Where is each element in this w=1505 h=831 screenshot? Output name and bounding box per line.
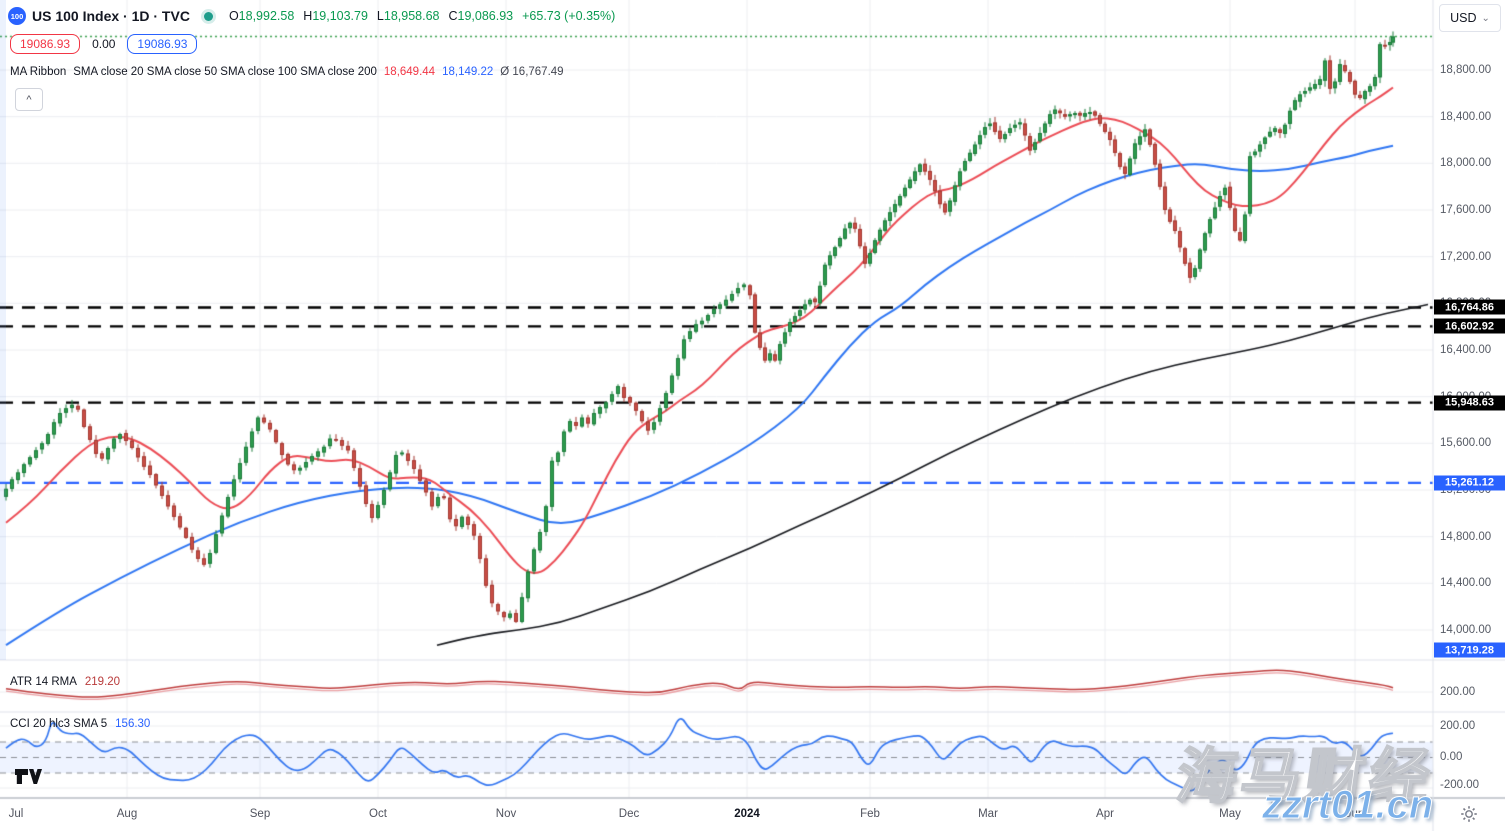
- cci-axis-tick: -200.00: [1440, 779, 1480, 791]
- chevron-up-icon: ^: [26, 93, 32, 106]
- time-axis-label: Sep: [249, 808, 271, 820]
- price-level-label: 16,602.92: [1434, 318, 1505, 334]
- change-value: +65.73 (+0.35%): [522, 9, 616, 23]
- time-axis-label: Dec: [618, 808, 640, 820]
- price-level-label: 13,719.28: [1434, 642, 1505, 658]
- price-tag-diff: 0.00: [92, 37, 116, 51]
- ma-ribbon-avg-prefix: Ø: [500, 66, 510, 78]
- low-label: L: [376, 9, 384, 23]
- high-value: 19,103.79: [312, 9, 368, 23]
- price-axis-tick: 15,600.00: [1440, 437, 1492, 450]
- pane-edge-strip: [0, 0, 6, 660]
- currency-label: USD: [1450, 11, 1477, 25]
- tradingview-logo[interactable]: [14, 768, 44, 790]
- time-axis-label: 2024: [734, 808, 760, 820]
- price-axis-tick: 18,000.00: [1440, 157, 1492, 170]
- low-value: 18,958.68: [383, 9, 440, 23]
- close-value: 19,086.93: [457, 9, 514, 23]
- cci-legend[interactable]: CCI 20 hlc3 SMA 5 156.30: [10, 718, 150, 730]
- price-level-label: 16,764.86: [1434, 299, 1505, 315]
- time-axis-label: May: [1219, 808, 1241, 820]
- cci-value: 156.30: [115, 718, 151, 730]
- market-status-icon: [203, 11, 213, 21]
- price-tag-row: 19086.93 0.00 19086.93: [10, 34, 198, 54]
- price-axis-tick: 16,400.00: [1440, 344, 1492, 356]
- ma-ribbon-avg-value: 16,767.49: [512, 66, 564, 78]
- ma-ribbon-value-2: 18,149.22: [442, 66, 494, 78]
- close-label: C: [448, 9, 458, 23]
- symbol-logo-icon: 100: [8, 7, 26, 25]
- price-axis-tick: 18,800.00: [1440, 64, 1492, 76]
- price-axis-tick: 17,600.00: [1440, 204, 1492, 216]
- price-axis-tick: 14,400.00: [1440, 577, 1492, 590]
- price-tag-red: 19086.93: [10, 34, 81, 54]
- cci-axis-tick: 0.00: [1440, 751, 1463, 763]
- price-axis-tick: 14,000.00: [1440, 624, 1492, 636]
- price-level-label: 15,948.63: [1434, 395, 1505, 411]
- open-value: 18,992.58: [238, 9, 295, 23]
- time-axis-label: Apr: [1096, 808, 1114, 820]
- ma-ribbon-params: SMA close 20 SMA close 50 SMA close 100 …: [73, 66, 377, 78]
- atr-legend[interactable]: ATR 14 RMA 219.20: [10, 676, 120, 688]
- time-axis-label: Nov: [495, 808, 517, 820]
- cci-label: CCI 20 hlc3 SMA 5: [10, 718, 108, 730]
- symbol-header[interactable]: 100 US 100 Index · 1D · TVC O18,992.58 H…: [8, 7, 615, 25]
- price-tag-blue: 19086.93: [127, 34, 198, 54]
- time-axis-label: Aug: [116, 808, 138, 820]
- chevron-down-icon: ⌄: [1481, 12, 1490, 24]
- time-axis-label: Oct: [369, 808, 387, 820]
- atr-label: ATR 14 RMA: [10, 676, 77, 688]
- ohlc-values: O18,992.58 H19,103.79 L18,958.68 C19,086…: [229, 9, 615, 23]
- price-axis-tick: 14,800.00: [1440, 530, 1492, 543]
- high-label: H: [303, 9, 313, 23]
- symbol-title[interactable]: US 100 Index · 1D · TVC: [32, 8, 190, 24]
- price-axis-tick: 18,400.00: [1440, 110, 1492, 123]
- time-axis-label: Feb: [860, 808, 880, 820]
- time-axis-label: Jul: [8, 808, 24, 820]
- ma-ribbon-name: MA Ribbon: [10, 66, 67, 78]
- time-axis-label: Jun: [1345, 808, 1365, 820]
- collapse-button[interactable]: ^: [15, 88, 43, 111]
- cci-axis-tick: 200.00: [1440, 720, 1476, 732]
- atr-axis-tick: 200.00: [1440, 686, 1476, 698]
- price-axis-tick: 17,200.00: [1440, 250, 1492, 263]
- ma-ribbon-legend[interactable]: MA Ribbon SMA close 20 SMA close 50 SMA …: [10, 66, 564, 78]
- atr-value: 219.20: [84, 676, 121, 688]
- gear-icon[interactable]: [1459, 804, 1479, 829]
- price-level-label: 15,261.12: [1434, 475, 1505, 491]
- time-axis-label: Mar: [978, 808, 998, 820]
- ma-ribbon-value-1: 18,649.44: [383, 66, 436, 78]
- currency-button[interactable]: USD ⌄: [1439, 4, 1501, 32]
- open-label: O: [228, 9, 239, 23]
